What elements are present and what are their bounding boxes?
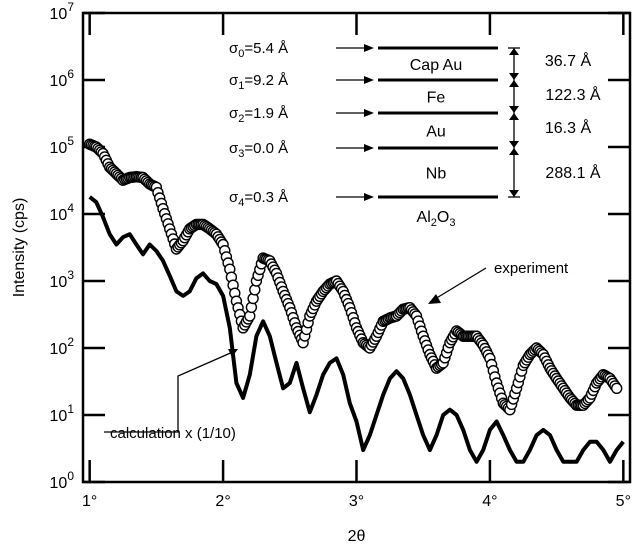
bracket-arrow-down [509,106,519,113]
x-tick-labels: 1° 2° 3° 4° 5° [82,493,631,510]
thickness-label: 288.1 Å [545,163,600,182]
calculation-annotation: calculation x (1/10) [104,349,238,442]
y-tick-label: 100 [50,469,75,492]
bracket-arrow-up [509,80,519,87]
sigma-arrowhead [364,144,374,152]
x-axis-title: 2θ [348,528,366,545]
sigma-label-4: σ4=0.3 Å [229,189,288,209]
sigma-arrowhead [364,44,374,52]
x-tick-label: 3° [349,493,364,510]
sigma-arrowhead [364,193,374,201]
calculation-arrow [104,350,236,433]
experiment-annotation: experiment [428,260,569,304]
roughness-labels: σ0=5.4 Å σ1=9.2 Å σ2=1.9 Å σ3=0.0 Å σ4=0.3 Å [229,40,374,209]
y-tick-label: 106 [50,67,75,90]
sigma-label-0: σ0=5.4 Å [229,40,288,60]
x-tick-label: 5° [616,493,631,510]
y-tick-labels: 100 101 102 103 104 105 106 107 [50,0,75,492]
thickness-labels: 36.7 Å 122.3 Å 16.3 Å 288.1 Å [545,51,601,182]
layer-label: Cap Au [410,57,462,74]
axis-ticks [83,11,630,484]
y-tick-label: 107 [50,0,75,23]
sigma-label-3: σ3=0.0 Å [229,140,288,160]
layer-names: Cap Au Fe Au Nb Al2O3 [410,57,462,229]
calculation-arrowhead [228,349,238,357]
x-tick-label: 2° [215,493,230,510]
x-tick-label: 4° [482,493,497,510]
layer-stack-inset: σ0=5.4 Å σ1=9.2 Å σ2=1.9 Å σ3=0.0 Å σ4=0.3 Å… [229,40,601,229]
y-tick-label: 105 [50,134,75,157]
bracket-arrow-up [509,148,519,155]
layer-label: Au [426,124,446,141]
series-experiment [83,138,623,416]
y-tick-label: 103 [50,268,75,291]
bracket-arrow-top [509,48,519,55]
bracket-arrow-bottom [509,190,519,197]
interface-lines [378,46,498,199]
experiment-label: experiment [494,260,569,277]
y-axis-title: Intensity (cps) [11,198,28,298]
bracket-arrow-down [509,73,519,80]
substrate-label: Al2O3 [417,209,456,229]
bracket-arrow-down [509,141,519,148]
calculation-line [88,195,625,464]
sigma-label-2: σ2=1.9 Å [229,105,288,125]
experiment-arrowhead [428,294,441,304]
experiment-arrow [429,267,487,303]
thickness-label: 36.7 Å [545,51,592,70]
sigma-arrowhead [364,109,374,117]
sigma-arrowhead [364,76,374,84]
y-tick-label: 101 [50,402,75,425]
x-tick-label: 1° [82,493,97,510]
bracket-arrow-up [509,113,519,120]
thickness-brackets [508,47,520,198]
layer-label: Nb [426,166,447,183]
series-calculation [88,195,625,464]
y-tick-label: 104 [50,201,75,224]
calculation-label: calculation x (1/10) [110,425,236,442]
thickness-label: 16.3 Å [545,118,592,137]
thickness-label: 122.3 Å [545,85,600,104]
plot-frame [81,11,632,484]
y-tick-label: 102 [50,335,75,358]
experiment-point [611,382,623,394]
sigma-label-1: σ1=9.2 Å [229,72,288,92]
layer-label: Fe [427,90,446,107]
